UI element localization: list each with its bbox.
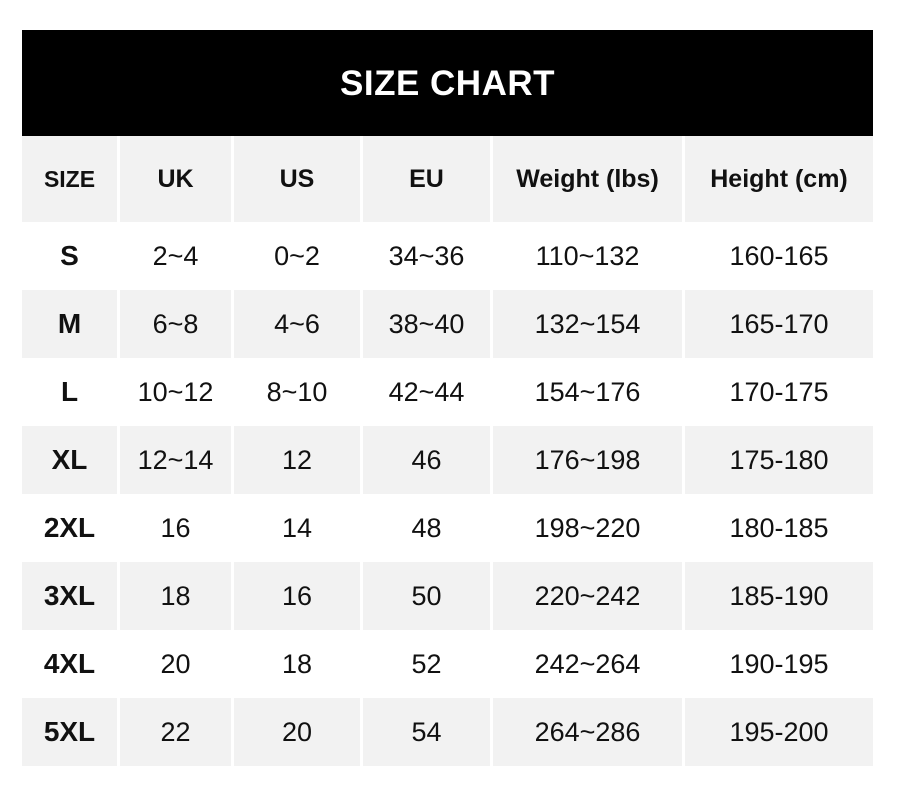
cell-uk: 2~4	[120, 222, 234, 290]
cell-uk: 20	[120, 630, 234, 698]
cell-uk: 18	[120, 562, 234, 630]
column-header-uk: UK	[120, 136, 234, 222]
cell-size: XL	[22, 426, 120, 494]
cell-height: 185-190	[685, 562, 873, 630]
cell-weight: 110~132	[493, 222, 685, 290]
cell-size: M	[22, 290, 120, 358]
cell-eu: 46	[363, 426, 493, 494]
cell-size: L	[22, 358, 120, 426]
column-header-us: US	[234, 136, 363, 222]
cell-height: 175-180	[685, 426, 873, 494]
cell-eu: 54	[363, 698, 493, 766]
cell-height: 160-165	[685, 222, 873, 290]
cell-weight: 176~198	[493, 426, 685, 494]
table-row: 2XL 16 14 48 198~220 180-185	[22, 494, 873, 562]
cell-eu: 48	[363, 494, 493, 562]
cell-us: 16	[234, 562, 363, 630]
cell-us: 0~2	[234, 222, 363, 290]
table-header-row: SIZE UK US EU Weight (lbs) Height (cm)	[22, 136, 873, 222]
size-chart: SIZE CHART SIZE UK US EU Weight (lbs) He…	[22, 30, 873, 770]
cell-size: S	[22, 222, 120, 290]
cell-height: 180-185	[685, 494, 873, 562]
cell-us: 4~6	[234, 290, 363, 358]
cell-weight: 132~154	[493, 290, 685, 358]
cell-weight: 198~220	[493, 494, 685, 562]
table-row: 3XL 18 16 50 220~242 185-190	[22, 562, 873, 630]
column-header-size: SIZE	[22, 136, 120, 222]
cell-size: 3XL	[22, 562, 120, 630]
table-row: S 2~4 0~2 34~36 110~132 160-165	[22, 222, 873, 290]
page-title: SIZE CHART	[340, 63, 555, 103]
cell-weight: 264~286	[493, 698, 685, 766]
cell-height: 165-170	[685, 290, 873, 358]
column-header-eu: EU	[363, 136, 493, 222]
cell-eu: 52	[363, 630, 493, 698]
table-row: M 6~8 4~6 38~40 132~154 165-170	[22, 290, 873, 358]
cell-uk: 22	[120, 698, 234, 766]
cell-uk: 12~14	[120, 426, 234, 494]
cell-size: 5XL	[22, 698, 120, 766]
cell-weight: 242~264	[493, 630, 685, 698]
cell-eu: 34~36	[363, 222, 493, 290]
cell-uk: 10~12	[120, 358, 234, 426]
cell-eu: 38~40	[363, 290, 493, 358]
cell-eu: 42~44	[363, 358, 493, 426]
cell-us: 18	[234, 630, 363, 698]
table-row: 4XL 20 18 52 242~264 190-195	[22, 630, 873, 698]
table-row: L 10~12 8~10 42~44 154~176 170-175	[22, 358, 873, 426]
table-row: XL 12~14 12 46 176~198 175-180	[22, 426, 873, 494]
title-banner: SIZE CHART	[22, 30, 873, 136]
cell-size: 4XL	[22, 630, 120, 698]
column-header-height: Height (cm)	[685, 136, 873, 222]
table-row: 5XL 22 20 54 264~286 195-200	[22, 698, 873, 766]
cell-uk: 6~8	[120, 290, 234, 358]
cell-height: 190-195	[685, 630, 873, 698]
cell-eu: 50	[363, 562, 493, 630]
table-body: S 2~4 0~2 34~36 110~132 160-165 M 6~8 4~…	[22, 222, 873, 766]
column-header-weight: Weight (lbs)	[493, 136, 685, 222]
cell-us: 8~10	[234, 358, 363, 426]
cell-height: 170-175	[685, 358, 873, 426]
cell-us: 20	[234, 698, 363, 766]
cell-size: 2XL	[22, 494, 120, 562]
cell-weight: 220~242	[493, 562, 685, 630]
size-chart-table: SIZE UK US EU Weight (lbs) Height (cm) S…	[22, 136, 873, 766]
cell-uk: 16	[120, 494, 234, 562]
cell-height: 195-200	[685, 698, 873, 766]
cell-us: 14	[234, 494, 363, 562]
cell-weight: 154~176	[493, 358, 685, 426]
cell-us: 12	[234, 426, 363, 494]
